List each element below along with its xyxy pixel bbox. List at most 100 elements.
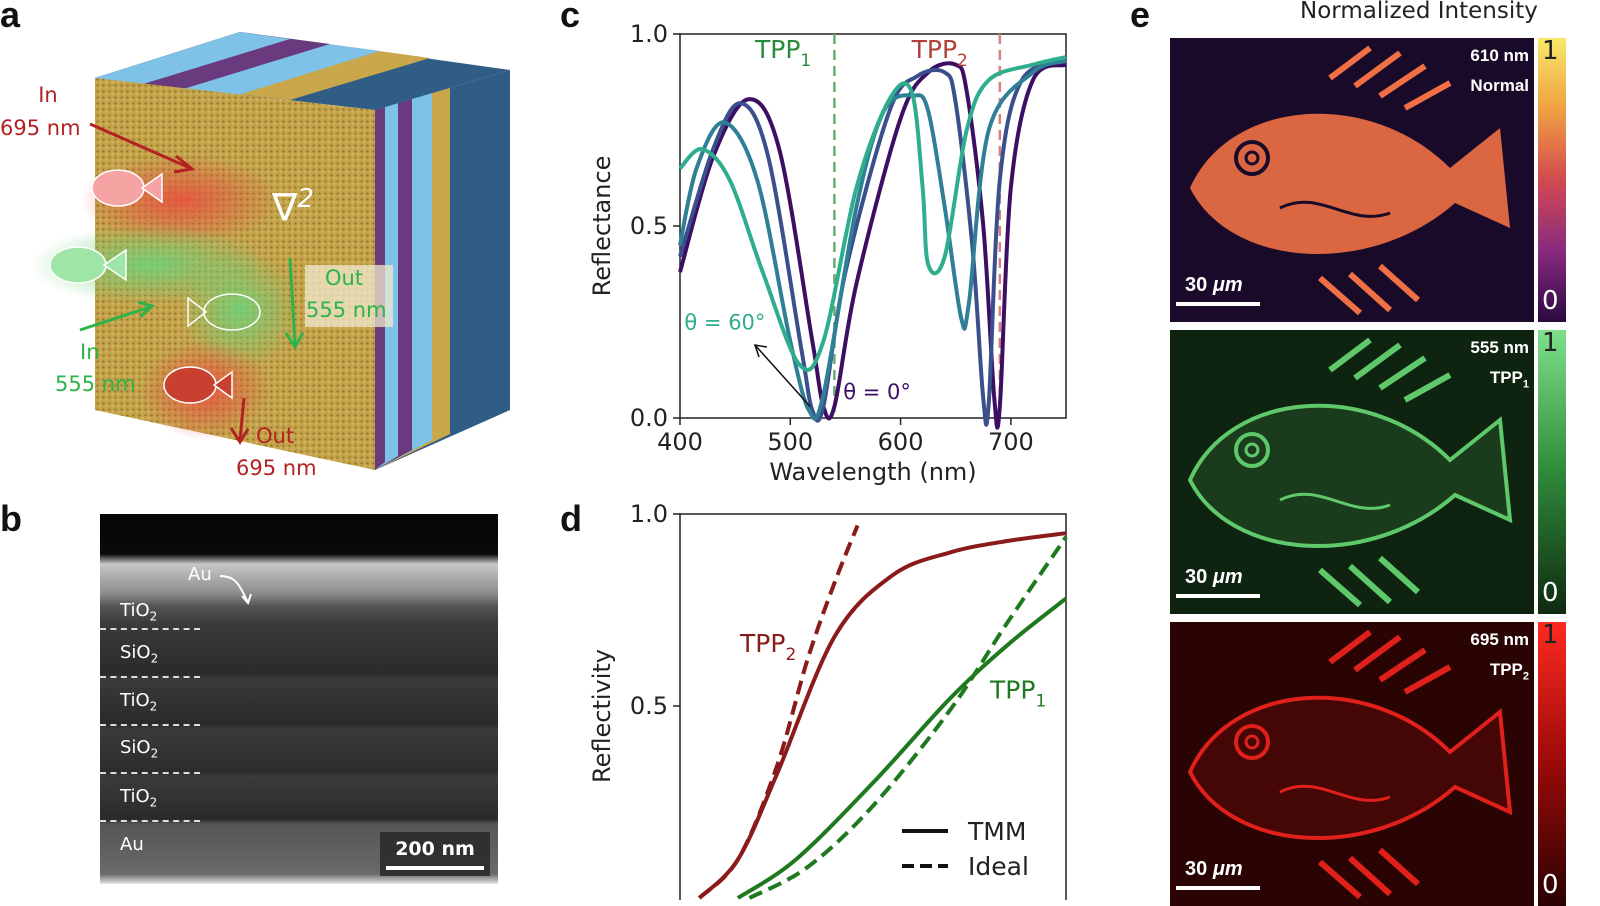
layer-label: SiO2	[120, 737, 159, 761]
annotation-arrow	[754, 344, 811, 407]
colorbar-max-label: 1	[1542, 328, 1559, 358]
fish-icon	[187, 293, 261, 331]
tpp2-label: TPP2	[739, 629, 796, 665]
normalized-intensity-title: Normalized Intensity	[1300, 0, 1538, 24]
reflectivity-line	[748, 535, 1068, 900]
x-tick-label: 600	[878, 428, 924, 456]
arrow-icon	[284, 257, 305, 350]
theta-60-label: θ = 60°	[684, 311, 765, 335]
scalebar-label: 200 nm	[395, 838, 475, 860]
image-mode-subscript: 2	[1522, 670, 1529, 683]
colorbar	[1538, 622, 1566, 906]
image-scalebar	[1176, 302, 1260, 306]
panel-letter-c: c	[560, 0, 581, 35]
y-tick-label: 0.5	[630, 692, 668, 720]
tpp1-subscript: 1	[1035, 691, 1046, 711]
fish-pattern-icon	[1187, 337, 1513, 608]
panel-letter-d: d	[560, 498, 582, 539]
y-axis-label: Reflectivity	[588, 649, 616, 783]
spectrum-line	[678, 61, 1067, 430]
x-axis-label: Wavelength (nm)	[769, 458, 976, 486]
scalebar	[386, 866, 484, 870]
out-555-wavelength: 555 nm	[306, 298, 387, 322]
layer-label: Au	[120, 834, 144, 855]
image-wavelength-label: 555 nm	[1470, 338, 1529, 357]
panel-letter-a: a	[0, 0, 21, 35]
fish-icon	[91, 169, 163, 207]
plot-frame	[679, 513, 1067, 900]
legend-dashed-label: Ideal	[968, 852, 1029, 881]
colorbar-min-label: 0	[1542, 870, 1559, 900]
au-label: Au	[188, 564, 212, 585]
spectrum-line	[678, 55, 1067, 372]
image-mode-label: TPP2	[1489, 660, 1529, 683]
tpp2-subscript: 2	[785, 645, 796, 665]
panel-letter-e: e	[1130, 0, 1151, 35]
tpp1-label: TPP1	[989, 675, 1046, 711]
image-wavelength-label: 610 nm	[1470, 46, 1529, 65]
image-scalebar-label: 30 μm	[1185, 858, 1243, 880]
arrow-icon	[79, 300, 155, 332]
arrow-head-icon	[753, 344, 768, 358]
microscope-image	[1170, 38, 1534, 322]
legend-solid-label: TMM	[967, 817, 1026, 846]
layer-label: TiO2	[120, 690, 158, 714]
pointer-arrow-icon	[219, 575, 252, 605]
image-mode-label: TPP1	[1489, 368, 1529, 391]
out-555-label: Out	[325, 266, 364, 290]
panel-letter-b: b	[0, 498, 22, 539]
reflectivity-chart: 0.5 1.0 Reflectivity TPP2 TPP1 TMM Ideal	[588, 500, 1068, 900]
y-axis-label: Reflectance	[588, 156, 616, 297]
in-555-wavelength: 555 nm	[55, 372, 136, 396]
colorbar	[1538, 38, 1566, 322]
out-695-wavelength: 695 nm	[236, 456, 317, 480]
colorbar	[1538, 330, 1566, 614]
image-scalebar-label: 30 μm	[1185, 566, 1243, 588]
arrow-icon	[229, 397, 250, 445]
image-scalebar	[1176, 594, 1260, 598]
tpp1-label: TPP1	[754, 35, 811, 71]
nabla-squared: ∇2	[272, 184, 314, 230]
fish-icon	[49, 246, 127, 284]
in-555-label: In	[80, 340, 100, 364]
colorbar-max-label: 1	[1542, 620, 1559, 650]
layer-divider	[100, 772, 200, 774]
image-scalebar	[1176, 886, 1260, 890]
y-tick-label: 1.0	[630, 500, 668, 528]
layer-label: TiO2	[120, 786, 158, 810]
fish-pattern-icon	[1190, 45, 1510, 316]
image-mode-subscript: 1	[1522, 378, 1529, 391]
colorbar-min-label: 0	[1542, 578, 1559, 608]
microscope-image	[1170, 622, 1534, 906]
x-tick-label: 500	[767, 428, 813, 456]
scalebar-box: 200 nm	[380, 832, 490, 876]
panel-a-illustration	[30, 32, 510, 470]
reflectivity-line	[736, 596, 1068, 900]
arrow-icon	[89, 122, 196, 174]
microscope-image	[1170, 330, 1534, 614]
layer-divider	[100, 628, 200, 630]
y-tick-label: 0.0	[630, 404, 668, 432]
tpp2-subscript: 2	[957, 51, 968, 71]
image-mode-label: Normal	[1470, 76, 1529, 95]
layer-divider	[100, 676, 200, 678]
layer-divider	[100, 724, 200, 726]
x-tick-label: 700	[988, 428, 1034, 456]
image-scalebar-label: 30 μm	[1185, 274, 1243, 296]
layer-label: TiO2	[120, 600, 158, 624]
sem-image: TiO2 SiO2 TiO2 SiO2 TiO2 Au Au 200 nm	[100, 514, 498, 884]
reflectivity-line	[697, 524, 860, 900]
colorbar-max-label: 1	[1542, 36, 1559, 66]
fish-pattern-icon	[1187, 629, 1513, 900]
layer-label: SiO2	[120, 642, 159, 666]
colorbar-min-label: 0	[1542, 286, 1559, 316]
in-695-label: In	[38, 83, 58, 107]
layer-divider	[100, 820, 200, 822]
tpp1-subscript: 1	[800, 51, 811, 71]
fish-icon	[163, 366, 233, 404]
image-wavelength-label: 695 nm	[1470, 630, 1529, 649]
y-tick-label: 1.0	[630, 20, 668, 48]
y-tick-label: 0.5	[630, 212, 668, 240]
x-tick-label: 400	[657, 428, 703, 456]
out-695-label: Out	[256, 424, 295, 448]
